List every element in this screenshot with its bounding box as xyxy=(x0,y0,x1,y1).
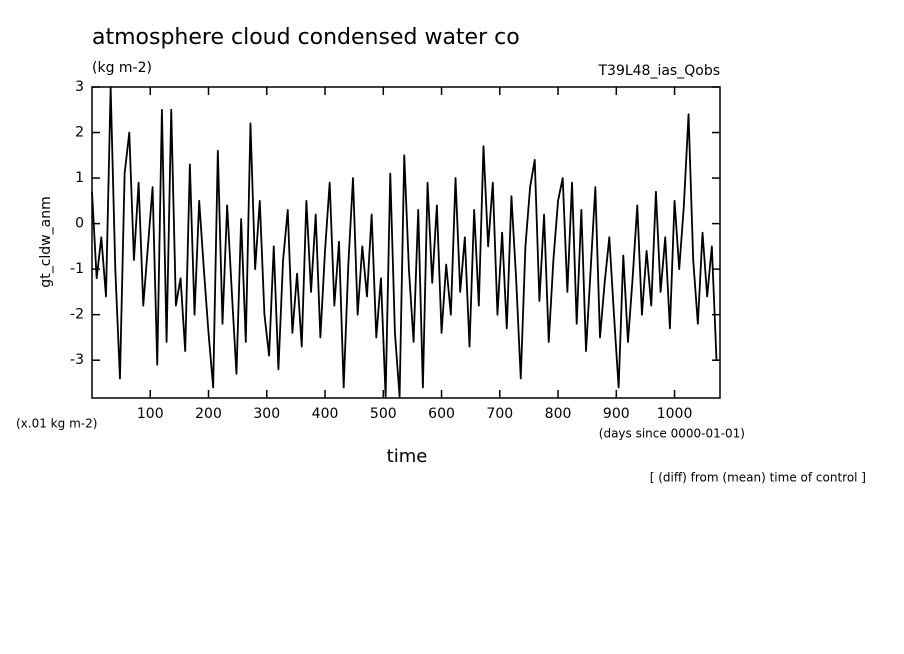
data-line xyxy=(91,86,718,398)
x-tick-label: 100 xyxy=(137,406,164,422)
run-label: T39L48_ias_Qobs xyxy=(597,63,720,79)
y-tick-label: -2 xyxy=(70,307,84,323)
y-tick-label: -1 xyxy=(70,261,84,277)
x-tick-label: 400 xyxy=(312,406,339,422)
x-tick-label: 700 xyxy=(486,406,513,422)
x-tick-label: 300 xyxy=(253,406,280,422)
y-unit: (x.01 kg m-2) xyxy=(16,417,97,431)
x-axis-label: time xyxy=(387,446,428,467)
x-tick-label: 900 xyxy=(603,406,630,422)
y-tick-label: -3 xyxy=(70,352,84,368)
chart-title: atmosphere cloud condensed water co xyxy=(92,25,520,50)
x-tick-label: 1000 xyxy=(657,406,693,422)
y-tick-label: 0 xyxy=(75,216,84,232)
x-tick-label: 600 xyxy=(428,406,455,422)
y-tick-label: 1 xyxy=(75,170,84,186)
footnote: [ (diff) from (mean) time of control ] xyxy=(650,471,866,485)
x-unit: (days since 0000-01-01) xyxy=(599,427,745,441)
chart-subtitle: (kg m-2) xyxy=(92,60,152,76)
y-axis-label: gt_cldw_anm xyxy=(38,196,54,287)
x-tick-label: 800 xyxy=(545,406,572,422)
x-tick-label: 500 xyxy=(370,406,397,422)
y-tick-label: 3 xyxy=(75,79,84,95)
plot-frame xyxy=(91,86,721,399)
x-tick-label: 200 xyxy=(195,406,222,422)
y-tick-label: 2 xyxy=(75,125,84,141)
